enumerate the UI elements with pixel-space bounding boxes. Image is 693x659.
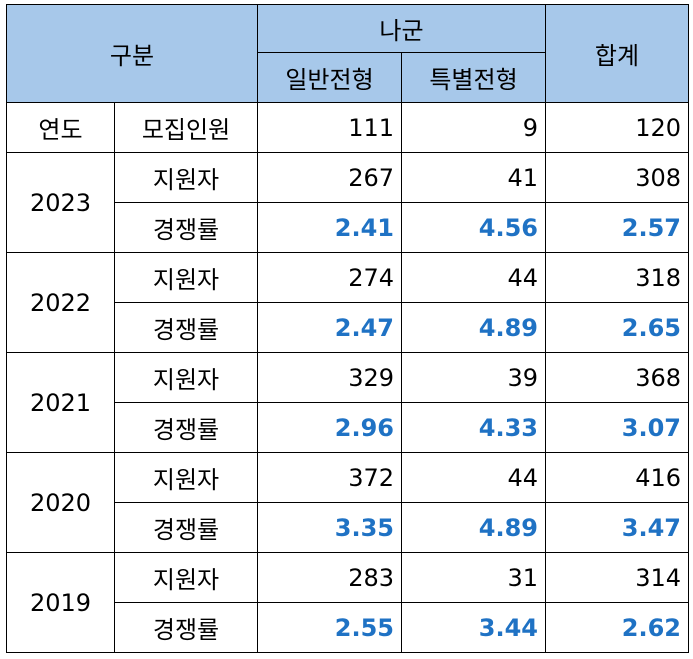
applicants-special: 39 xyxy=(401,352,546,403)
year-cell: 2023 xyxy=(6,152,115,253)
table-row: 2019 지원자 283 31 314 xyxy=(6,552,689,653)
applicants-total: 318 xyxy=(545,252,689,303)
applicants-general: 329 xyxy=(257,352,402,403)
quota-total: 120 xyxy=(545,102,689,153)
ratio-label: 경쟁률 xyxy=(114,402,258,453)
ratio-label: 경쟁률 xyxy=(114,502,258,553)
ratio-special: 3.44 xyxy=(401,602,546,653)
quota-special: 9 xyxy=(401,102,546,153)
applicants-general: 283 xyxy=(257,552,402,603)
quota-row: 연도 모집인원 111 9 120 xyxy=(6,102,689,153)
ratio-special: 4.33 xyxy=(401,402,546,453)
ratio-total: 2.57 xyxy=(545,202,689,253)
applicants-special: 44 xyxy=(401,252,546,303)
quota-general: 111 xyxy=(257,102,402,153)
year-cell: 2019 xyxy=(6,552,115,653)
applicants-total: 308 xyxy=(545,152,689,203)
applicants-label: 지원자 xyxy=(114,452,258,503)
applicants-special: 31 xyxy=(401,552,546,603)
applicants-label: 지원자 xyxy=(114,352,258,403)
applicants-total: 368 xyxy=(545,352,689,403)
header-group: 나군 xyxy=(257,4,546,53)
year-cell: 2022 xyxy=(6,252,115,353)
table-row: 경쟁률 3.35 4.89 3.47 xyxy=(7,502,689,553)
table-row: 2021 지원자 329 39 368 xyxy=(6,352,689,453)
quota-label: 모집인원 xyxy=(114,102,258,153)
ratio-label: 경쟁률 xyxy=(114,302,258,353)
ratio-special: 4.89 xyxy=(401,302,546,353)
ratio-general: 2.47 xyxy=(257,302,402,353)
year-header-cell: 연도 xyxy=(6,102,115,153)
applicants-general: 267 xyxy=(257,152,402,203)
applicants-general: 372 xyxy=(257,452,402,503)
applicants-general: 274 xyxy=(257,252,402,303)
ratio-total: 3.07 xyxy=(545,402,689,453)
ratio-special: 4.89 xyxy=(401,502,546,553)
table-row: 경쟁률 2.96 4.33 3.07 xyxy=(7,402,689,453)
applicants-label: 지원자 xyxy=(114,152,258,203)
ratio-general: 2.55 xyxy=(257,602,402,653)
year-cell: 2021 xyxy=(6,352,115,453)
applicants-label: 지원자 xyxy=(114,252,258,303)
header-category: 구분 xyxy=(6,4,258,103)
ratio-general: 2.41 xyxy=(257,202,402,253)
ratio-label: 경쟁률 xyxy=(114,602,258,653)
ratio-total: 2.65 xyxy=(545,302,689,353)
ratio-total: 3.47 xyxy=(545,502,689,553)
header-special: 특별전형 xyxy=(401,52,546,103)
applicants-special: 41 xyxy=(401,152,546,203)
header-total: 합계 xyxy=(545,4,689,103)
year-cell: 2020 xyxy=(6,452,115,553)
ratio-total: 2.62 xyxy=(545,602,689,653)
applicants-label: 지원자 xyxy=(114,552,258,603)
ratio-general: 3.35 xyxy=(257,502,402,553)
ratio-special: 4.56 xyxy=(401,202,546,253)
table-row: 2023 지원자 267 41 308 xyxy=(6,152,689,253)
table-row: 경쟁률 2.55 3.44 2.62 xyxy=(7,602,689,653)
admission-competition-table: 구분 나군 합계 일반전형 특별전형 연도 모집인원 111 9 120 202… xyxy=(6,4,689,653)
applicants-total: 416 xyxy=(545,452,689,503)
header-general: 일반전형 xyxy=(257,52,402,103)
table-row: 2020 지원자 372 44 416 xyxy=(6,452,689,553)
ratio-label: 경쟁률 xyxy=(114,202,258,253)
ratio-general: 2.96 xyxy=(257,402,402,453)
table-row: 2022 지원자 274 44 318 xyxy=(6,252,689,353)
applicants-special: 44 xyxy=(401,452,546,503)
applicants-total: 314 xyxy=(545,552,689,603)
